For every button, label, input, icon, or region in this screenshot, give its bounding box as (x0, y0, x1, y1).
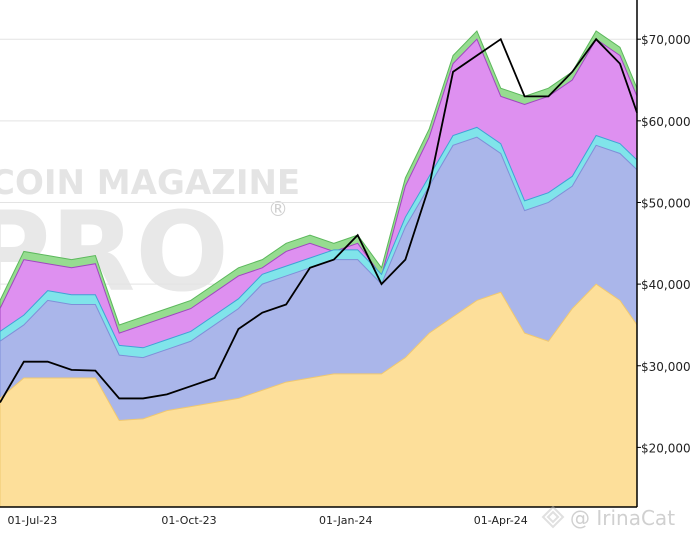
x-tick-label: 01-Jul-23 (7, 514, 57, 527)
credit-watermark: @ IrinaCat (541, 505, 675, 530)
watermark-line1: COIN MAGAZINE (0, 163, 300, 203)
area-series-1 (0, 283, 638, 508)
x-tick-label: 01-Oct-23 (161, 514, 216, 527)
x-tick-label: 01-Jan-24 (319, 514, 373, 527)
y-tick-label: $20,000 (641, 441, 691, 455)
y-tick-label: $30,000 (641, 360, 691, 374)
y-tick-label: $50,000 (641, 196, 691, 210)
credit-text: @ IrinaCat (570, 506, 675, 530)
axes: $20,000 $30,000 $40,000 $50,000 $60,000 $70,0… (0, 0, 691, 527)
price-line-group (0, 37, 638, 403)
stacked-areas (0, 30, 638, 508)
watermark-registered: ® (268, 197, 288, 221)
price-line (0, 37, 638, 403)
y-tick-label: $70,000 (641, 33, 691, 47)
x-tick-label: 01-Apr-24 (474, 514, 528, 527)
diamond-logo-icon (541, 505, 565, 529)
y-tick-label: $40,000 (641, 278, 691, 292)
y-tick-label: $60,000 (641, 115, 691, 129)
